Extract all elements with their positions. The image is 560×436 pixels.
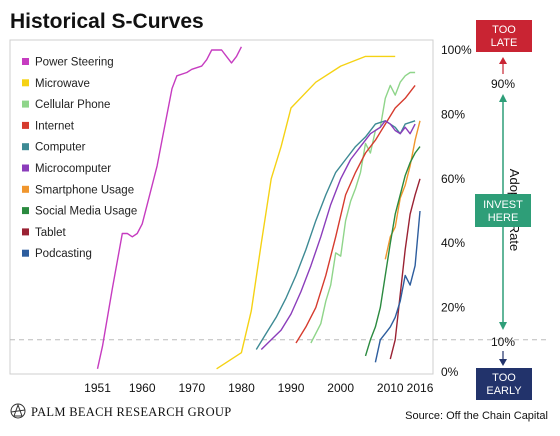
x-axis-ticks: 1951 1960 1970 1980 1990 2000 2010 2016	[84, 381, 434, 395]
legend-label: Computer	[35, 142, 86, 154]
logo-emblem-icon	[10, 403, 26, 419]
x-tick-label: 1951	[84, 381, 111, 395]
adoption-annotations: TOO LATE 90% INVEST HERE 10% TOO EARLY	[475, 20, 532, 400]
series-line-0	[96, 46, 243, 369]
invest-range-top-arrowhead	[499, 94, 507, 102]
ten-percent-label: 10%	[491, 335, 515, 349]
y-axis-ticks: 0% 20% 40% 60% 80% 100%	[441, 43, 472, 379]
legend: Power Steering Microwave Cellular Phone Int…	[22, 57, 137, 260]
y-tick-label: 40%	[441, 236, 465, 250]
x-tick-label: 1980	[228, 381, 255, 395]
legend-swatch	[22, 228, 29, 236]
legend-swatch	[22, 79, 29, 87]
invest-here-line-2: HERE	[488, 212, 519, 224]
y-tick-label: 20%	[441, 301, 465, 315]
legend-swatch	[22, 185, 29, 193]
logo-text: PALM BEACH RESEARCH GROUP	[31, 405, 231, 419]
y-tick-label: 80%	[441, 107, 465, 121]
too-early-arrowhead	[499, 359, 507, 366]
y-tick-label: 100%	[441, 43, 472, 57]
legend-label: Power Steering	[35, 57, 114, 69]
chart-title: Historical S-Curves	[10, 10, 204, 33]
too-early-box	[476, 368, 532, 400]
too-late-box	[476, 20, 532, 52]
y-tick-label: 60%	[441, 172, 465, 186]
series-line-5	[260, 120, 416, 350]
palm-beach-logo: PALM BEACH RESEARCH GROUP	[10, 403, 231, 419]
legend-label: Cellular Phone	[35, 99, 110, 111]
legend-label: Podcasting	[35, 248, 92, 260]
ninety-percent-label: 90%	[491, 77, 515, 91]
source-note: Source: Off the Chain Capital	[405, 410, 548, 422]
series-line-9	[374, 210, 421, 363]
too-late-arrowhead	[499, 57, 507, 64]
series-line-8	[389, 178, 421, 360]
series-line-2	[310, 71, 416, 344]
series-line-1	[216, 55, 396, 370]
too-late-line-2: LATE	[491, 37, 518, 49]
series-layer	[96, 46, 421, 370]
too-late-line-1: TOO	[492, 24, 516, 36]
legend-label: Social Media Usage	[35, 206, 137, 218]
invest-here-line-1: INVEST	[483, 199, 523, 211]
invest-range-bottom-arrowhead	[499, 322, 507, 330]
legend-swatch	[22, 121, 29, 129]
x-tick-label: 1970	[178, 381, 205, 395]
x-tick-label: 2000	[327, 381, 354, 395]
legend-label: Microwave	[35, 78, 90, 90]
x-tick-label: 2010	[377, 381, 404, 395]
legend-label: Smartphone Usage	[35, 184, 134, 196]
x-tick-label: 1990	[278, 381, 305, 395]
legend-swatch	[22, 249, 29, 257]
legend-swatch	[22, 100, 29, 108]
legend-label: Tablet	[35, 227, 66, 239]
y-tick-label: 0%	[441, 365, 459, 379]
series-line-3	[295, 84, 416, 344]
x-tick-label: 2016	[407, 381, 434, 395]
legend-label: Internet	[35, 120, 75, 132]
plot-area	[9, 39, 434, 375]
too-early-line-2: EARLY	[486, 385, 522, 397]
series-line-4	[255, 120, 416, 350]
too-early-line-1: TOO	[492, 372, 516, 384]
legend-swatch	[22, 58, 29, 65]
legend-swatch	[22, 207, 29, 215]
invest-here-box	[475, 194, 531, 227]
x-tick-label: 1960	[129, 381, 156, 395]
series-line-7	[364, 146, 421, 357]
legend-swatch	[22, 143, 29, 151]
legend-swatch	[22, 164, 29, 172]
legend-label: Microcomputer	[35, 163, 111, 175]
